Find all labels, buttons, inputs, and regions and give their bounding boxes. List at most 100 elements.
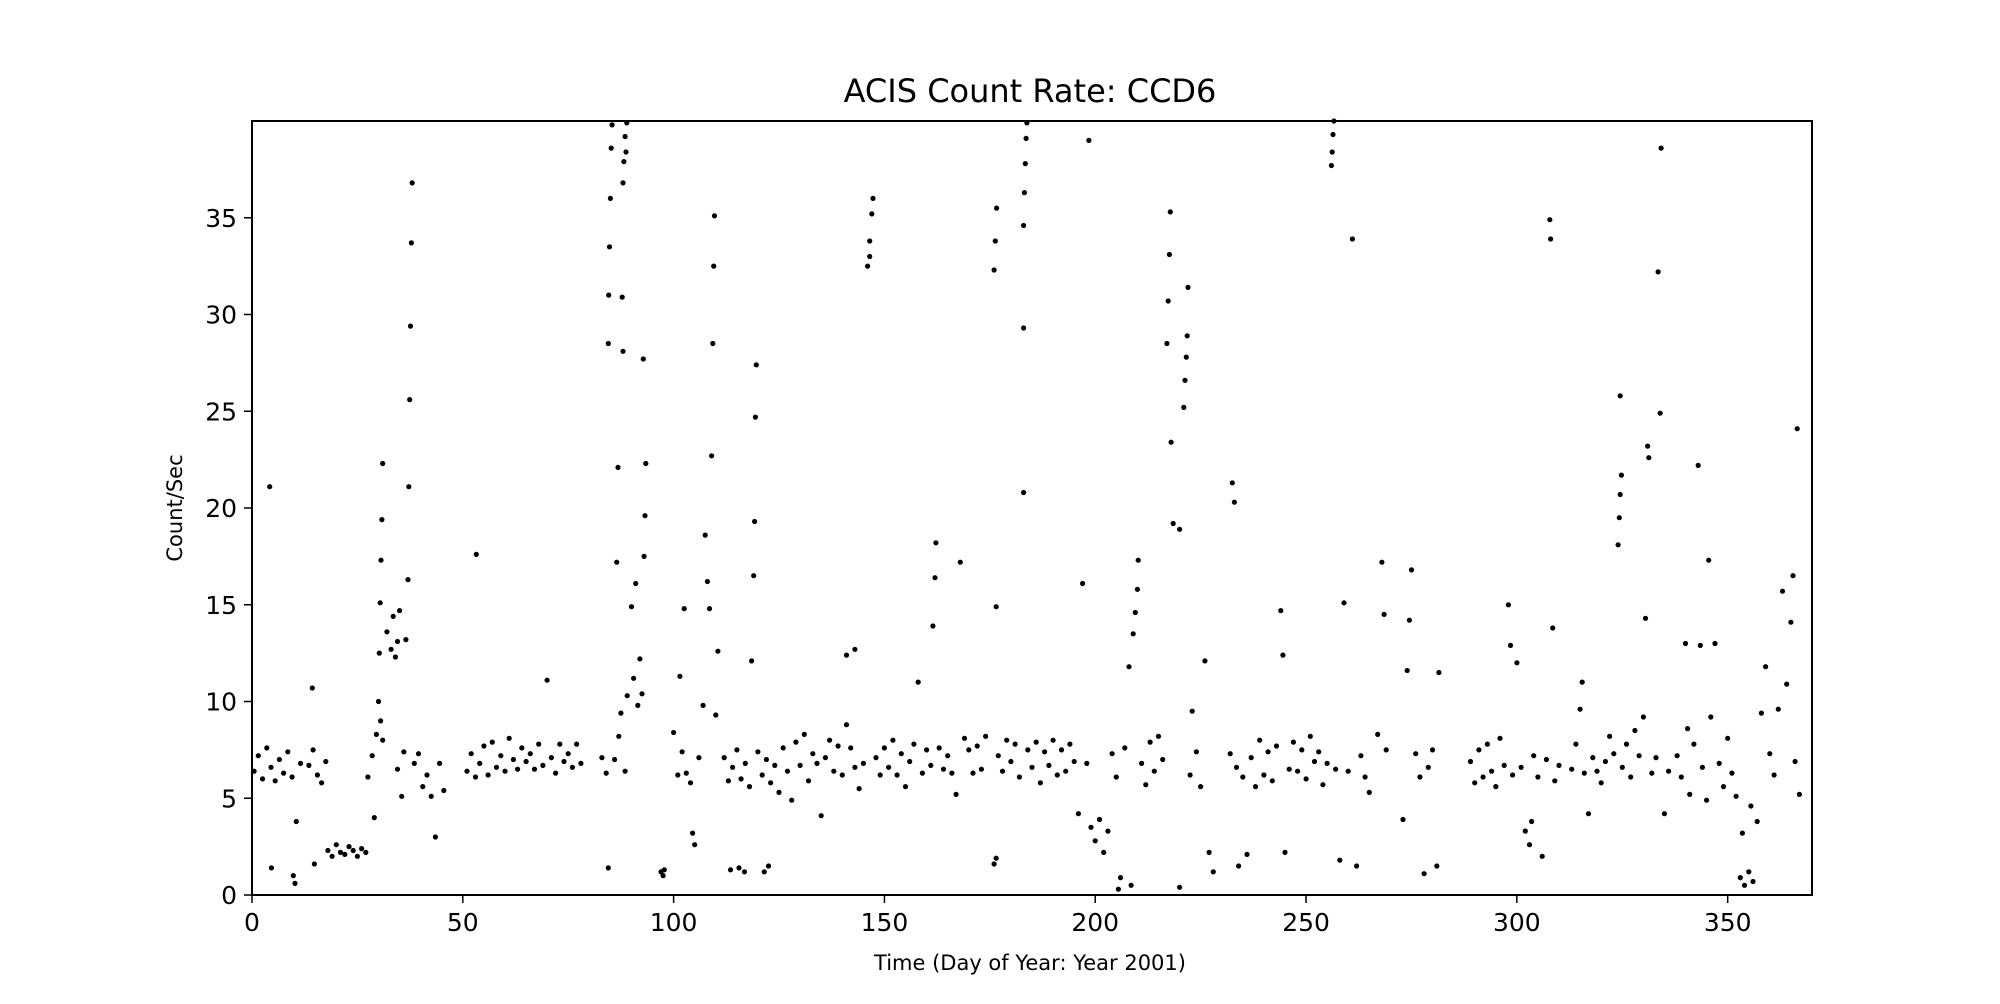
data-point [1678, 774, 1684, 780]
data-point [1425, 764, 1431, 770]
data-point [1741, 882, 1748, 888]
data-point [961, 735, 968, 741]
data-point [1187, 772, 1193, 778]
chart-title: ACIS Count Rate: CCD6 [844, 72, 1217, 110]
data-point [660, 873, 666, 879]
y-tick-label: 30 [205, 301, 237, 330]
data-point [1122, 745, 1128, 751]
data-point [1685, 726, 1691, 732]
data-point [1151, 768, 1157, 774]
data-point [622, 133, 628, 140]
data-point [1598, 780, 1604, 786]
data-point [1712, 640, 1718, 647]
data-point [401, 749, 407, 755]
data-point [376, 650, 382, 656]
data-point [755, 749, 761, 755]
data-point [776, 789, 782, 796]
data-point [515, 766, 521, 772]
data-point [640, 356, 646, 362]
data-point [810, 751, 816, 757]
data-point [510, 756, 516, 763]
data-point [793, 739, 799, 745]
data-point [1022, 161, 1028, 167]
data-point [953, 791, 959, 798]
data-point [715, 648, 721, 654]
data-point [890, 737, 896, 743]
data-point [420, 784, 426, 790]
data-point [259, 776, 266, 782]
data-point [1233, 764, 1240, 770]
data-point [1286, 766, 1292, 772]
data-point [1472, 780, 1478, 786]
data-point [622, 768, 628, 774]
data-point [870, 195, 876, 201]
data-point [1550, 625, 1556, 631]
data-point [407, 323, 414, 329]
data-point [1505, 602, 1511, 608]
data-point [700, 702, 706, 709]
data-point [1269, 778, 1275, 784]
data-point [527, 751, 533, 757]
data-point [1025, 747, 1031, 753]
data-point [540, 762, 546, 769]
y-axis-label: Count/Sec [163, 454, 187, 561]
data-point [1330, 131, 1336, 138]
data-point [1054, 772, 1060, 778]
data-point [354, 853, 360, 859]
data-point [289, 774, 295, 780]
data-point [1794, 426, 1800, 432]
data-point [311, 861, 317, 867]
data-point [704, 578, 711, 585]
data-point [1674, 753, 1680, 759]
data-point [780, 745, 786, 751]
data-point [1716, 760, 1722, 767]
data-point [1329, 149, 1335, 155]
data-point [1362, 774, 1368, 780]
data-point [831, 768, 837, 774]
data-point [1493, 784, 1499, 790]
data-point [709, 453, 715, 459]
data-point [384, 629, 390, 635]
data-point [424, 772, 430, 778]
data-point [276, 756, 282, 763]
data-point [1413, 751, 1419, 757]
data-point [1126, 664, 1132, 670]
data-point [619, 294, 625, 300]
data-point [1379, 559, 1385, 565]
data-point [877, 772, 883, 778]
data-point [974, 743, 980, 749]
data-point [702, 532, 708, 538]
data-point [633, 580, 639, 587]
data-point [1691, 741, 1697, 747]
data-point [1092, 838, 1098, 844]
data-point [765, 863, 772, 869]
data-point [297, 760, 304, 767]
data-point [1763, 664, 1769, 670]
data-point [606, 292, 612, 298]
data-point [544, 677, 550, 683]
data-point [1167, 209, 1173, 215]
data-point [898, 751, 904, 757]
data-point [759, 772, 765, 778]
data-point [1796, 791, 1802, 798]
data-point [1021, 489, 1027, 496]
data-point [978, 766, 985, 772]
data-point [932, 575, 938, 581]
x-tick-label: 250 [1282, 908, 1330, 937]
y-tick-label: 35 [205, 204, 237, 233]
data-point [730, 764, 736, 770]
data-point [1328, 162, 1334, 169]
data-point [255, 753, 261, 759]
data-point [852, 646, 858, 652]
x-tick-label: 200 [1071, 908, 1119, 937]
data-point [924, 747, 930, 753]
data-point [768, 780, 774, 786]
data-point [1084, 760, 1090, 767]
data-point [1155, 733, 1162, 739]
data-point [1706, 557, 1712, 563]
data-point [1632, 727, 1638, 734]
data-point [472, 774, 479, 780]
data-point [1514, 660, 1520, 666]
